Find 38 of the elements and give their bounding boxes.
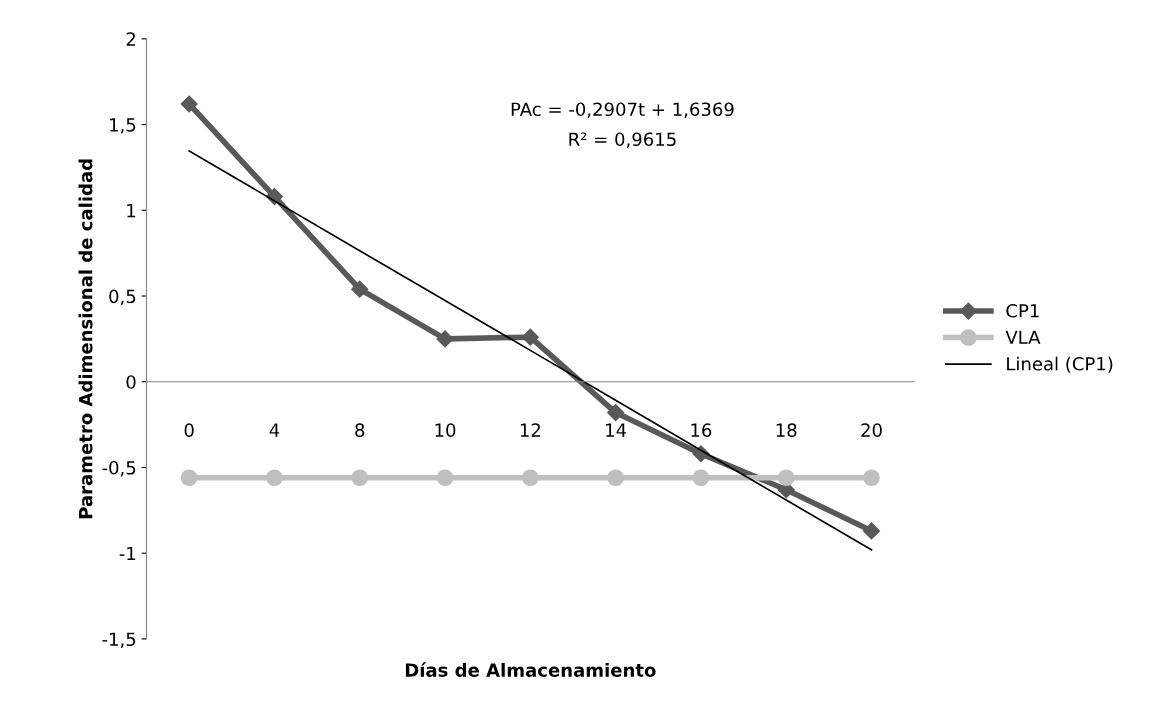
- point: [862, 522, 881, 540]
- x-tick-label: 14: [606, 423, 627, 437]
- point: [436, 330, 454, 348]
- y-tick-label: -0,5: [102, 460, 136, 477]
- x-tick-label: 12: [520, 423, 541, 437]
- point: [180, 469, 198, 487]
- point: [863, 469, 880, 487]
- point: [351, 469, 369, 487]
- legend-label: VLA: [1005, 330, 1041, 344]
- x-tick-label: 20: [861, 423, 882, 437]
- point: [777, 469, 795, 487]
- point: [180, 95, 198, 113]
- annotation: R² = 0,9615: [569, 132, 676, 148]
- point: [521, 469, 539, 487]
- point: [692, 469, 710, 487]
- legend-label: CP1: [1006, 303, 1039, 318]
- x-tick-label: 8: [355, 423, 365, 437]
- x-tick-label: 16: [691, 423, 712, 437]
- x-tick-label: 0: [184, 423, 194, 437]
- point: [607, 469, 624, 487]
- y-tick-label: -1,5: [102, 632, 136, 648]
- x-tick-label: 4: [269, 423, 280, 437]
- x-tick-label: 18: [776, 423, 797, 437]
- point: [436, 469, 454, 487]
- point: [607, 404, 625, 422]
- annotation: PAc = -0,2907t + 1,6369: [511, 102, 734, 118]
- point: [266, 469, 283, 487]
- y-tick-label: 1: [127, 203, 136, 218]
- point: [351, 280, 369, 298]
- y-tick-label: 2: [126, 32, 135, 46]
- y-tick-label: -1: [119, 546, 136, 561]
- y-tick-label: 0,5: [109, 289, 136, 305]
- y-axis-title: Parametro Adimensional de calidad: [78, 159, 93, 519]
- x-tick-label: 10: [435, 423, 456, 437]
- y-tick-label: 0: [126, 375, 136, 389]
- x-axis-title: Días de Almacenamiento: [405, 662, 656, 677]
- y-tick-label: 1,5: [110, 118, 136, 134]
- legend-label: Lineal (CP1): [1007, 356, 1113, 373]
